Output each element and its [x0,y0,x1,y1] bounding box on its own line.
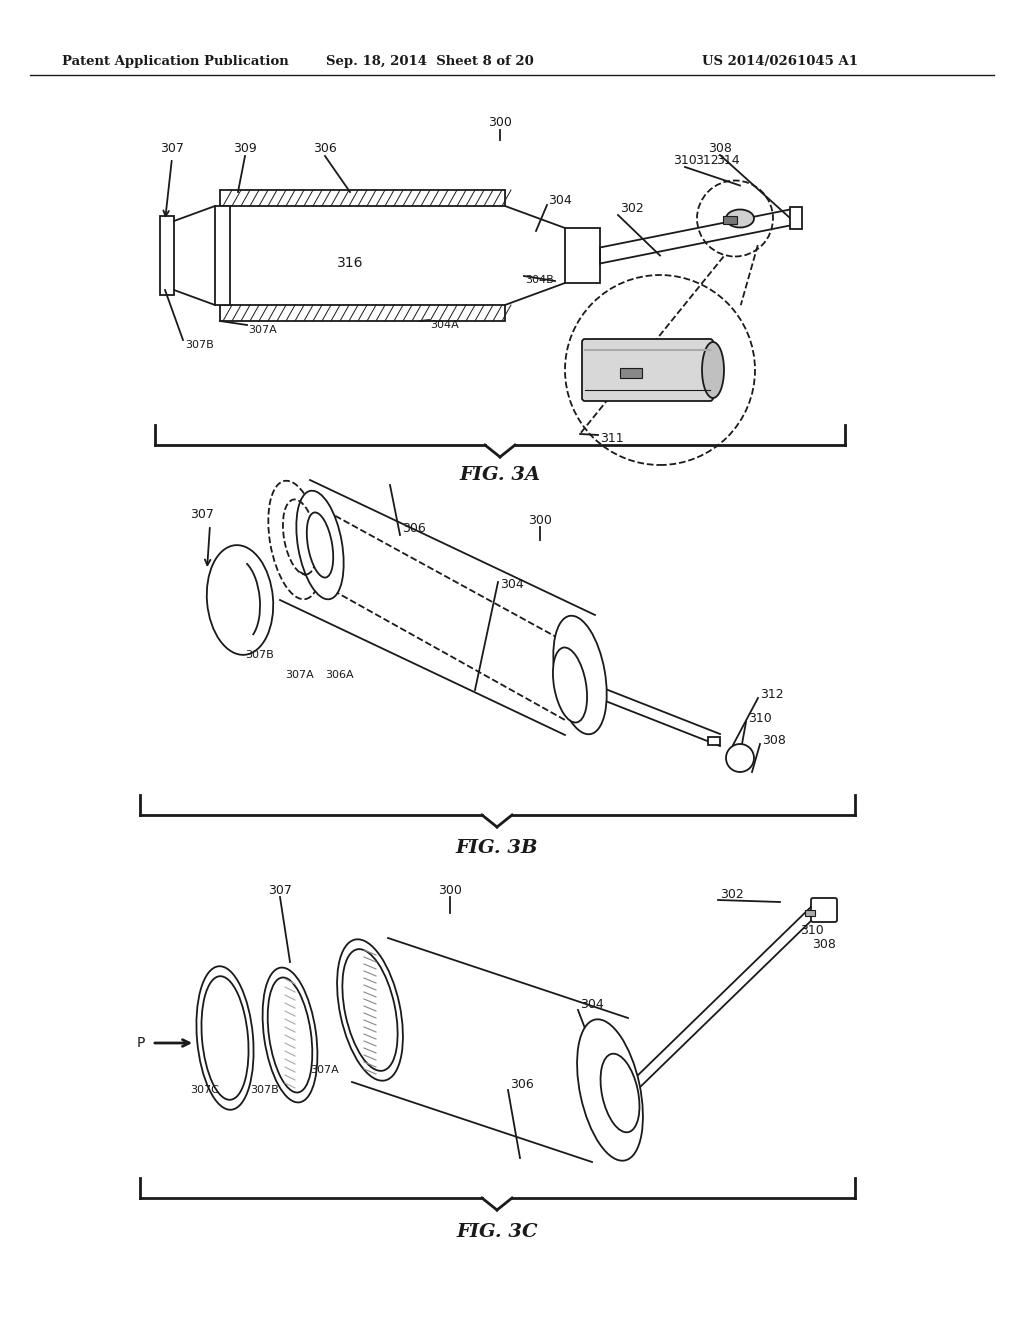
Text: 316: 316 [337,256,364,271]
FancyBboxPatch shape [811,898,837,921]
Text: 304B: 304B [525,275,554,285]
Text: 307A: 307A [285,671,313,680]
Text: 300: 300 [488,116,512,128]
Circle shape [726,744,754,772]
Bar [220,190,505,206]
Text: 307B: 307B [251,1085,280,1096]
Ellipse shape [337,940,402,1081]
Text: 314: 314 [716,153,739,166]
Bar [215,206,230,305]
Text: 306: 306 [313,141,337,154]
Text: 300: 300 [438,883,462,896]
Text: 304: 304 [548,194,571,206]
Text: 307A: 307A [248,325,276,335]
Ellipse shape [202,977,249,1100]
Text: 308: 308 [812,939,836,952]
Bar [565,228,600,282]
Ellipse shape [262,968,317,1102]
Text: 310: 310 [748,711,772,725]
Text: 307: 307 [190,508,214,521]
Ellipse shape [702,342,724,399]
Text: P: P [136,1036,145,1049]
Text: FIG. 3C: FIG. 3C [457,1224,538,1241]
Ellipse shape [600,1053,639,1133]
Text: 307: 307 [268,883,292,896]
Text: 304A: 304A [430,319,459,330]
Text: 307A: 307A [310,1065,339,1074]
Ellipse shape [342,949,397,1071]
FancyBboxPatch shape [582,339,713,401]
Text: 306: 306 [402,521,426,535]
Text: 306: 306 [510,1078,534,1092]
Bar [805,909,815,916]
Ellipse shape [726,210,754,227]
Bar [220,305,505,321]
Ellipse shape [267,978,312,1093]
Text: 306A: 306A [325,671,353,680]
Text: 302: 302 [720,888,743,902]
Bar [160,216,174,294]
Bar [790,206,802,228]
Text: 302: 302 [620,202,644,214]
Text: Patent Application Publication: Patent Application Publication [61,55,289,69]
Text: 307B: 307B [245,649,273,660]
Text: US 2014/0261045 A1: US 2014/0261045 A1 [702,55,858,69]
Bar [723,215,737,223]
Text: FIG. 3B: FIG. 3B [456,840,539,857]
Ellipse shape [307,512,333,578]
Ellipse shape [553,615,607,734]
Text: 312: 312 [760,689,783,701]
Text: 310: 310 [800,924,823,936]
Text: 307B: 307B [185,341,214,350]
Ellipse shape [197,966,254,1110]
Text: 307C: 307C [190,1085,219,1096]
Text: 307: 307 [160,141,184,154]
Ellipse shape [578,1019,643,1160]
Ellipse shape [553,648,587,722]
Text: 312: 312 [695,153,719,166]
Ellipse shape [296,491,344,599]
Bar [708,737,720,744]
Text: 308: 308 [708,141,732,154]
Bar [620,368,642,378]
Text: 311: 311 [600,432,624,445]
Ellipse shape [207,545,273,655]
Text: 304: 304 [500,578,523,591]
Text: 309: 309 [233,141,257,154]
Text: 308: 308 [762,734,785,747]
Text: FIG. 3A: FIG. 3A [460,466,541,484]
Text: Sep. 18, 2014  Sheet 8 of 20: Sep. 18, 2014 Sheet 8 of 20 [326,55,534,69]
Text: 300: 300 [528,513,552,527]
Text: 310: 310 [673,153,697,166]
Text: 304: 304 [580,998,604,1011]
